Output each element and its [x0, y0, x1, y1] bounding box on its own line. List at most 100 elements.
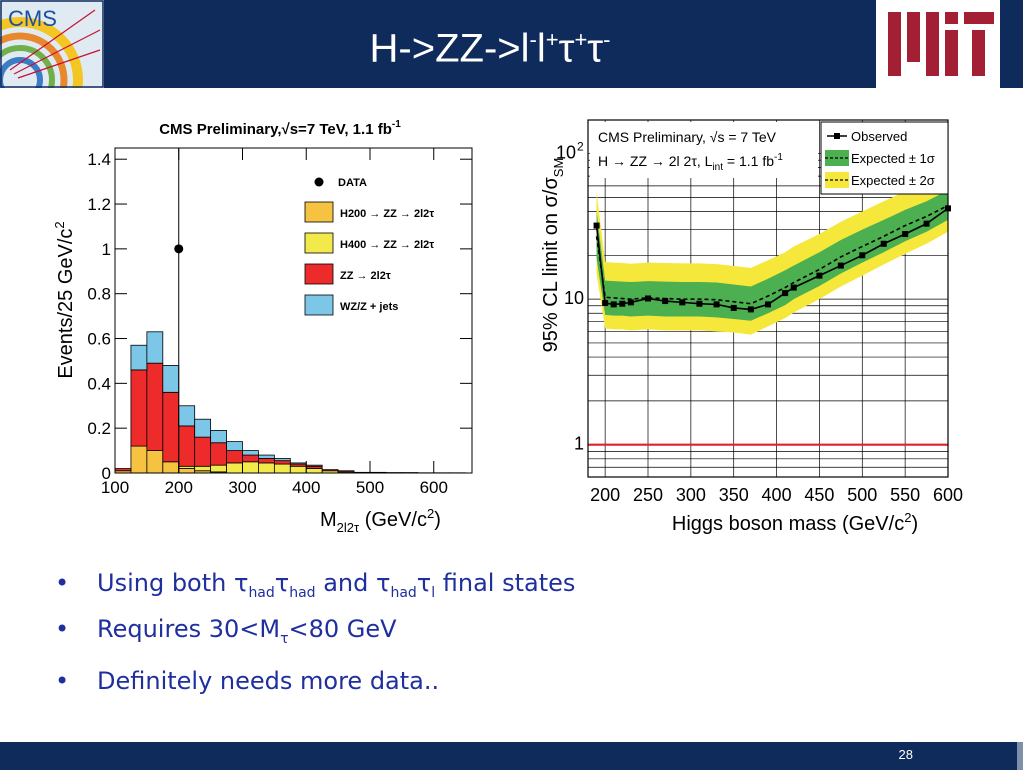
limit-expected-line — [595, 204, 949, 305]
bullet-dot: • — [55, 667, 70, 695]
limit-xtick-label: 500 — [847, 485, 877, 505]
legend-swatch — [304, 263, 334, 285]
page-number: 28 — [898, 747, 913, 762]
limit-xtick-label: 550 — [890, 485, 920, 505]
limit-observed-point — [593, 222, 600, 229]
limit-xtick-label: 350 — [719, 485, 749, 505]
title-band — [104, 0, 876, 88]
histogram-bar — [210, 430, 227, 444]
limit-observed-point — [610, 301, 617, 308]
histogram-xtick-label: 400 — [292, 478, 320, 497]
limit-title-line1: CMS Preliminary, √s = 7 TeV — [598, 129, 777, 145]
histogram-ytick-label: 1.4 — [87, 150, 111, 169]
histogram-ytick-label: 0.4 — [87, 374, 111, 393]
limit-ytick-label: 10 — [564, 288, 584, 308]
footer-bar: 28 — [0, 742, 1023, 770]
histogram-bar — [146, 331, 164, 364]
slide-title: H->ZZ->l-l+τ+τ- — [369, 26, 611, 71]
histogram-bar — [178, 405, 196, 427]
limit-legend-label: Observed — [851, 129, 907, 144]
limit-observed-point — [923, 220, 930, 227]
footer-stripe — [1017, 742, 1023, 770]
histogram-bar — [305, 468, 323, 474]
histogram-xtick-label: 100 — [101, 478, 129, 497]
mit-logo: MIT — [876, 0, 1000, 88]
limit-observed-point — [816, 272, 823, 279]
mit-logo-graphic: MIT — [888, 12, 994, 85]
limit-ylabel: 95% CL limit on σ/σSM — [540, 158, 566, 353]
limit-observed-point — [765, 301, 771, 308]
limit-xtick-label: 250 — [633, 485, 663, 505]
limit-title-line2: H → ZZ → 2l 2τ, Lint = 1.1 fb-1 — [598, 152, 783, 173]
histogram-xtick-label: 200 — [165, 478, 193, 497]
limit-xtick-label: 200 — [590, 485, 620, 505]
histogram-bar — [242, 454, 259, 463]
limit-observed-point — [730, 304, 737, 311]
histogram-ytick-label: 1.2 — [87, 195, 111, 214]
histogram-bar — [273, 458, 291, 462]
histogram-bar — [321, 469, 339, 472]
histogram-frame — [114, 147, 473, 474]
title-band-right — [1000, 0, 1023, 88]
histogram-bar — [130, 445, 148, 474]
legend-data-marker — [314, 177, 324, 187]
limit-xtick-label: 600 — [933, 485, 963, 505]
histogram-ylabel: Events/25 GeV/c2 — [52, 221, 77, 378]
limit-xlabel: Higgs boson mass (GeV/c2) — [672, 510, 918, 535]
limit-observed-point — [602, 300, 609, 307]
histogram-bar — [289, 462, 307, 465]
legend-swatch — [304, 232, 334, 254]
limit-observed-line — [595, 207, 949, 311]
legend-label: WZ/Z + jets — [340, 301, 398, 313]
legend-label: ZZ → 2l2τ — [340, 270, 391, 282]
histogram-bar — [258, 458, 275, 464]
limit-observed-point — [837, 262, 844, 269]
histogram-xtick-label: 500 — [356, 478, 384, 497]
histogram-bar — [258, 454, 275, 459]
legend-label: H400 → ZZ → 2l2τ — [340, 239, 434, 251]
histogram-ytick-label: 0 — [102, 464, 111, 483]
legend-data-label: DATA — [338, 177, 367, 189]
cms-logo: CMS — [0, 0, 104, 88]
limit-ytick-label: 10 — [556, 143, 576, 163]
limit-xtick-label: 450 — [804, 485, 834, 505]
histogram-bar — [146, 450, 164, 474]
histogram-bar — [242, 450, 259, 456]
limit-observed-point — [627, 299, 634, 306]
histogram-bar — [130, 369, 148, 447]
histogram-bar — [226, 441, 243, 451]
limit-observed-point — [645, 295, 651, 302]
histogram-xlabel: M2l2τ (GeV/c2) — [320, 506, 441, 535]
histogram-chart: CMS Preliminary,√s=7 TeV, 1.1 fb-1 0 0.2 0… — [52, 119, 473, 535]
limit-xtick-label: 400 — [762, 485, 792, 505]
bullet-dot: • — [55, 615, 70, 643]
limit-legend-label: Expected ± 2σ — [851, 173, 935, 188]
histogram-bar — [194, 436, 212, 467]
histogram-ytick-label: 0.8 — [87, 285, 111, 304]
histogram-bar — [194, 465, 212, 472]
limit-legend-observed-marker — [834, 133, 840, 139]
limit-xtick-label: 300 — [676, 485, 706, 505]
legend-swatch — [304, 294, 334, 316]
histogram-bar — [162, 391, 180, 463]
mit-logo-text: MIT — [938, 83, 940, 85]
histogram-data-point — [174, 244, 184, 254]
histogram-bar — [178, 468, 196, 474]
histogram-ytick-label: 0.2 — [87, 419, 111, 438]
histogram-bar — [178, 425, 196, 467]
limit-observed-point — [859, 252, 866, 259]
histogram-bar — [162, 461, 180, 474]
limit-frame — [587, 119, 949, 478]
limit-ytick-label: 1 — [574, 434, 584, 454]
header: CMS H->ZZ->l-l+τ+τ- MIT — [0, 0, 1023, 88]
histogram-bar — [114, 468, 132, 472]
histogram-xtick-label: 600 — [420, 478, 448, 497]
limit-title-box — [590, 122, 818, 178]
limit-observed-point — [713, 301, 720, 308]
limit-legend-label: Expected ± 1σ — [851, 151, 935, 166]
histogram-bar — [258, 462, 275, 474]
bullet-dot: • — [55, 569, 70, 597]
histogram-bar — [242, 461, 259, 474]
histogram-bar — [162, 365, 180, 393]
